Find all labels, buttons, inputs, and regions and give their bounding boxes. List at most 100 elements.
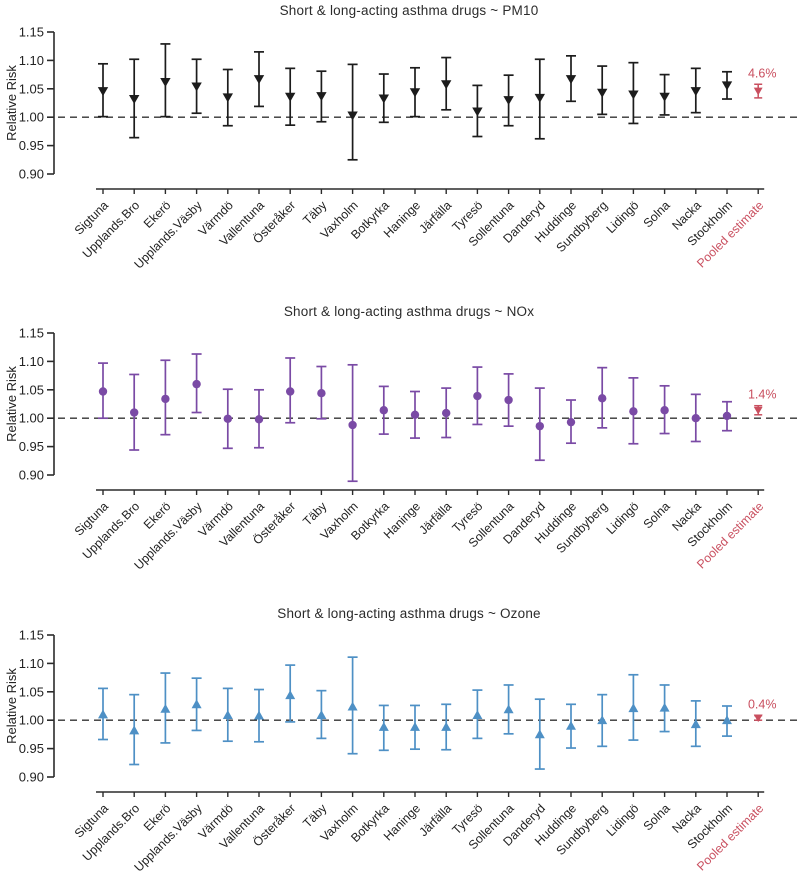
point-marker [534,729,545,739]
point-marker [378,722,389,731]
errorbar-Nacka [690,700,701,748]
x-tick-label: Solna [641,801,673,833]
point-marker [597,88,608,98]
errorbar-Sundbyberg [597,693,608,748]
errorbar-Österåker [285,357,296,424]
point-marker [316,710,327,719]
y-tick-label: 1.10 [19,354,44,369]
errorbar-Huddinge [566,703,576,749]
point-marker [659,702,670,712]
point-marker [130,408,139,417]
pooled-estimate-marker [753,404,763,416]
panel-title-pm10: Short & long-acting asthma drugs ~ PM10 [279,3,539,18]
point-marker [254,415,264,424]
errorbar-Botkyrka [378,704,389,752]
errorbar-Ekerö [160,43,171,118]
errorbar-Sigtuna [97,62,109,118]
errorbar-Sollentuna [503,684,514,735]
x-tick-label: Järfälla [416,801,454,839]
panel-pm10: Short & long-acting asthma drugs ~ PM10 … [0,0,800,295]
errorbar-Värmdö [222,388,233,450]
errorbar-Lidingö [628,377,639,445]
errorbar-Sundbyberg [597,366,608,429]
errorbar-Botkyrka [378,73,389,124]
errorbar-Värmdö [222,68,233,127]
point-marker [504,395,513,405]
errorbar-Solna [659,384,670,435]
point-marker [347,701,358,711]
y-tick-label: 0.90 [19,770,44,785]
point-marker [503,96,514,106]
errorbar-Nacka [690,393,701,443]
point-marker [628,90,639,100]
errorbar-Ekerö [160,359,171,436]
errorbar-Tyresö [472,366,483,426]
y-tick-label: 0.95 [19,439,44,454]
errorbar-Vallentuna [253,51,265,108]
errorbar-Upplands.Väsby [191,677,202,732]
errorbar-Sigtuna [98,687,108,741]
point-marker [97,87,109,97]
errorbar-Danderyd [534,387,545,462]
point-marker [753,87,763,96]
errorbar-Tyresö [472,689,483,740]
y-tick-label: 0.95 [19,741,44,756]
y-tick-label: 1.05 [19,684,44,699]
point-marker [129,95,140,105]
point-marker [753,714,763,723]
point-marker [348,420,357,430]
point-marker [503,704,514,714]
errorbar-Upplands.Bro [129,58,140,139]
x-tick-label: Lidingö [604,198,642,236]
errorbar-Stockholm [722,400,732,432]
y-tick-label: 1.15 [19,326,44,341]
errorbar-Haninge [409,66,421,118]
point-marker [441,80,452,90]
errorbar-Danderyd [534,698,545,770]
errorbar-Sigtuna [98,362,108,420]
point-marker [222,93,233,103]
errorbar-Stockholm [722,705,732,737]
point-marker [222,710,233,719]
x-tick-label: Solna [641,499,673,531]
errorbar-Ekerö [160,672,171,744]
y-tick-label: 1.15 [19,25,44,40]
errorbar-Vaxholm [347,656,358,755]
x-tick-label: Lidingö [604,801,642,839]
point-marker [253,75,265,85]
errorbar-Solna [659,73,670,116]
errorbar-Huddinge [566,399,576,445]
point-marker [566,720,576,730]
errorbar-Värmdö [222,687,233,743]
panel-title-ozone: Short & long-acting asthma drugs ~ Ozone [277,606,541,621]
pooled-estimate-marker [753,83,763,99]
errorbar-Haninge [410,390,420,439]
panel-title-nox: Short & long-acting asthma drugs ~ NOx [283,304,535,319]
errorbar-Vallentuna [254,388,264,449]
errorbar-Lidingö [628,673,639,741]
point-marker [286,387,295,396]
y-tick-label: 1.05 [19,81,44,96]
point-marker [409,88,421,98]
point-marker [753,406,763,415]
errorbar-Solna [659,684,670,733]
errorbar-Täby [316,365,327,420]
x-tick-label: Lidingö [604,499,642,537]
point-marker [441,722,452,731]
point-marker [535,421,544,431]
y-tick-label: 1.10 [19,53,44,68]
point-marker [98,709,108,719]
point-marker [690,87,701,97]
point-marker [316,92,327,102]
point-marker [378,94,389,104]
y-tick-label: 1.00 [19,411,44,426]
errorbar-Sollentuna [503,373,514,428]
point-marker [597,715,608,725]
point-marker [129,725,140,735]
point-marker [598,394,607,403]
panel-nox: Short & long-acting asthma drugs ~ NOx 1… [0,295,800,595]
pooled-estimate-value-label: 0.4% [748,698,777,712]
errorbar-Sollentuna [503,74,514,127]
point-marker [160,77,171,87]
